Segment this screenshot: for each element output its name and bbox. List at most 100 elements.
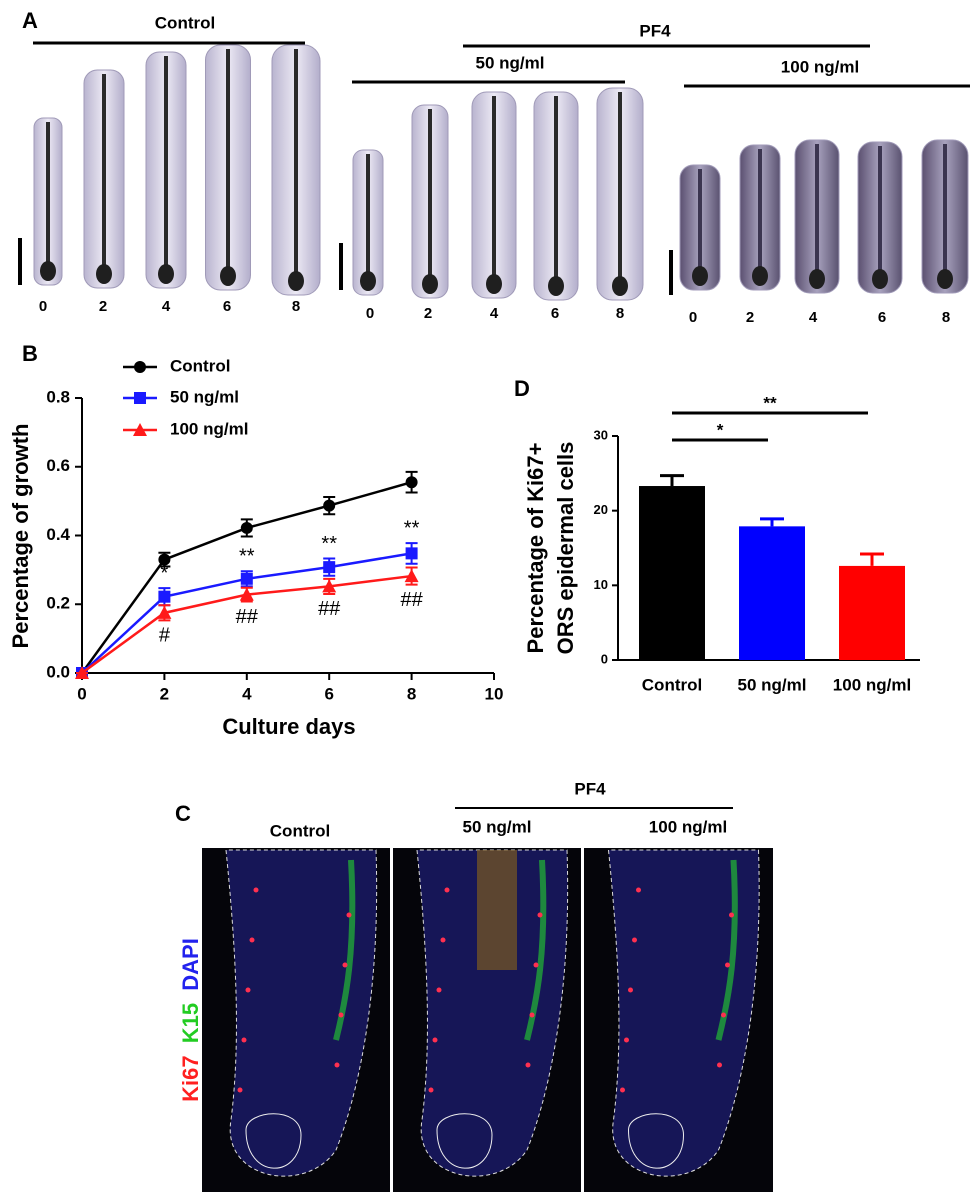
marker <box>405 476 418 489</box>
marker <box>158 553 171 566</box>
ki67-cell <box>428 1087 434 1093</box>
legend-marker <box>134 361 146 373</box>
x-tick-label: 8 <box>407 684 416 703</box>
error-bar <box>660 474 684 487</box>
legend-marker <box>133 423 147 436</box>
stain-k15: K15 <box>178 1003 203 1043</box>
marker <box>75 666 89 679</box>
error-bar <box>860 552 884 566</box>
day-label: 0 <box>689 309 697 326</box>
significance-label: ## <box>400 589 423 611</box>
ki67-cell <box>241 1037 247 1043</box>
marker <box>158 590 171 603</box>
hair-bulb <box>809 269 825 289</box>
ki67-cell <box>729 912 734 918</box>
hair-bulb <box>486 274 502 294</box>
marker <box>157 605 172 619</box>
hair-bulb <box>360 271 376 291</box>
marker <box>323 499 336 512</box>
hair-bulb <box>96 264 112 284</box>
panel-a: A Control PF4 50 ng/ml 100 ng/ml 0 2 4 6 8 0 2… <box>18 8 970 326</box>
hair-bulb <box>422 274 438 294</box>
significance-label: ** <box>321 533 337 555</box>
day-label: 0 <box>366 305 374 322</box>
x-tick-label: 50 ng/ml <box>738 675 807 694</box>
ki67-cell <box>249 937 255 943</box>
follicle-outline <box>607 849 760 1177</box>
y-axis-label: ORS epidermal cells <box>553 442 578 655</box>
day-label: 8 <box>942 309 950 326</box>
hair-bulb <box>612 276 628 296</box>
stain-dapi: DAPI <box>178 938 203 991</box>
ki67-cell <box>440 937 446 943</box>
hair-bulb <box>692 266 708 286</box>
day-label: 0 <box>39 298 47 315</box>
day-label: 4 <box>809 309 818 326</box>
group-label: 100 ng/ml <box>781 57 859 76</box>
hair-bulb <box>288 271 304 291</box>
ki67-cell <box>721 1012 726 1018</box>
group-label: PF4 <box>639 21 671 40</box>
ki67-cell <box>717 1062 722 1068</box>
y-tick-label: 0.8 <box>46 387 70 406</box>
ki67-cell <box>624 1037 629 1043</box>
ki67-cell <box>342 962 348 968</box>
day-label: 8 <box>616 305 624 322</box>
y-tick-label: 0.2 <box>46 594 70 613</box>
dermal-papilla <box>627 1113 685 1169</box>
y-tick-label: 0.0 <box>46 662 70 681</box>
marker <box>240 521 253 534</box>
group-label: 50 ng/ml <box>476 53 545 72</box>
dermal-papilla <box>436 1113 493 1169</box>
outer-root-sheath <box>333 859 356 1041</box>
legend-label: 100 ng/ml <box>170 419 248 438</box>
ki67-cell <box>334 1062 340 1068</box>
x-tick-label: 2 <box>160 684 169 703</box>
ki67-cell <box>725 962 730 968</box>
x-tick-label: 0 <box>77 684 86 703</box>
day-label: 2 <box>99 298 107 315</box>
hair-bulb <box>872 269 888 289</box>
hair-bulb <box>158 264 174 284</box>
ki67-cell <box>338 1012 344 1018</box>
day-label: 2 <box>424 305 432 322</box>
ki67-cell <box>444 887 450 893</box>
day-label: 6 <box>551 305 559 322</box>
day-label: 6 <box>223 298 231 315</box>
ki67-cell <box>432 1037 438 1043</box>
x-tick-label: 4 <box>242 684 252 703</box>
marker <box>323 561 336 574</box>
hair-bulb <box>937 269 953 289</box>
outer-root-sheath <box>524 859 547 1041</box>
hair-shaft <box>477 850 517 970</box>
hair-bulb <box>548 276 564 296</box>
marker <box>239 587 254 601</box>
group-label: Control <box>155 13 215 32</box>
marker <box>405 547 418 560</box>
panel-c: C Control PF4 50 ng/ml 100 ng/ml Ki67 K1… <box>175 779 773 1192</box>
y-axis-label: Percentage of growth <box>8 424 33 649</box>
y-tick-label: 10 <box>594 577 608 592</box>
group-label: Control <box>270 821 330 840</box>
hair-bulb <box>40 261 56 281</box>
x-axis-label: Culture days <box>222 714 355 739</box>
day-label: 2 <box>746 309 754 326</box>
ki67-cell <box>346 912 352 918</box>
group-label: PF4 <box>574 779 606 798</box>
group-label: 100 ng/ml <box>649 817 727 836</box>
x-tick-label: 10 <box>485 684 504 703</box>
follicle-outline <box>416 849 569 1177</box>
outer-root-sheath <box>715 859 738 1041</box>
ki67-cell <box>620 1087 625 1093</box>
significance-label: ** <box>763 393 777 412</box>
ki67-cell <box>529 1012 535 1018</box>
legend-label: 50 ng/ml <box>170 387 239 406</box>
ki67-cell <box>533 962 539 968</box>
ki67-cell <box>245 987 251 993</box>
y-tick-label: 30 <box>594 427 608 442</box>
y-tick-label: 0 <box>601 651 608 666</box>
ki67-cell <box>436 987 442 993</box>
dermal-papilla <box>245 1113 302 1169</box>
marker <box>240 572 253 585</box>
